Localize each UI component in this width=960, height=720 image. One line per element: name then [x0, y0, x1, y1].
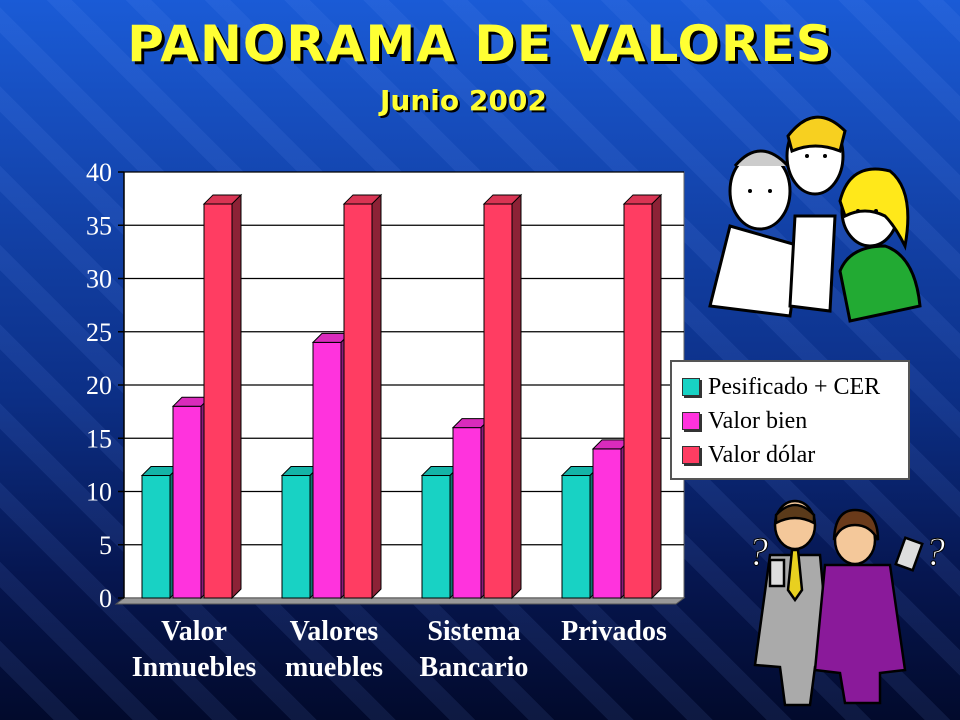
bar — [561, 475, 591, 599]
svg-text:?: ? — [748, 529, 768, 574]
bar — [172, 405, 202, 599]
page-title: PANORAMA DE VALORES — [127, 15, 833, 73]
bar-groups — [114, 193, 686, 605]
worried-people-clipart-icon — [708, 115, 922, 323]
bar — [141, 475, 171, 599]
bar-side — [651, 193, 662, 600]
chart-floor — [114, 597, 686, 605]
bar — [452, 427, 482, 599]
y-tick-label: 20 — [86, 371, 112, 400]
x-tick-label: Inmuebles — [132, 652, 257, 683]
bar-side — [231, 193, 242, 600]
y-tick-label: 15 — [86, 424, 112, 453]
y-tick-label: 10 — [86, 478, 112, 507]
bar — [483, 203, 513, 599]
x-tick-label: Sistema — [427, 616, 520, 647]
y-tick-label: 5 — [99, 531, 112, 560]
y-tick-label: 0 — [99, 584, 112, 613]
x-tick-label: Valores — [290, 616, 379, 647]
legend-item-valor-dolar: Valor dólar — [682, 438, 898, 472]
svg-text:?: ? — [925, 529, 945, 574]
legend-item-valor-bien: Valor bien — [682, 404, 898, 438]
legend-label: Valor dólar — [708, 441, 816, 468]
bar-side — [371, 193, 382, 600]
x-tick-label: muebles — [285, 652, 383, 683]
bar — [421, 475, 451, 599]
legend-swatch — [682, 446, 700, 464]
bar — [281, 475, 311, 599]
y-axis: 0 5 10 15 20 25 30 35 40 — [86, 158, 125, 613]
y-tick-label: 30 — [86, 265, 112, 294]
legend-label: Valor bien — [708, 407, 808, 434]
x-tick-label: Valor — [161, 616, 227, 647]
business-people-clipart-icon: ? ? — [748, 499, 946, 707]
page-subtitle: Junio 2002 — [380, 84, 547, 117]
legend-swatch — [682, 412, 700, 430]
bar — [592, 448, 622, 599]
y-tick-label: 25 — [86, 318, 112, 347]
y-tick-label: 35 — [86, 211, 112, 240]
legend-item-pesificado: Pesificado + CER — [682, 370, 898, 404]
bar — [203, 203, 233, 599]
bar — [312, 341, 342, 599]
x-axis: Valor Inmuebles Valores muebles Sistema Banca… — [132, 616, 667, 683]
bar-side — [511, 193, 522, 600]
x-tick-label: Bancario — [420, 652, 529, 683]
x-tick-label: Privados — [561, 616, 667, 647]
bar — [623, 203, 653, 599]
legend-swatch — [682, 378, 700, 396]
bar — [343, 203, 373, 599]
legend-label: Pesificado + CER — [708, 373, 881, 400]
y-tick-label: 40 — [86, 158, 112, 187]
chart-legend: Pesificado + CER Valor bien Valor dólar — [670, 360, 910, 480]
